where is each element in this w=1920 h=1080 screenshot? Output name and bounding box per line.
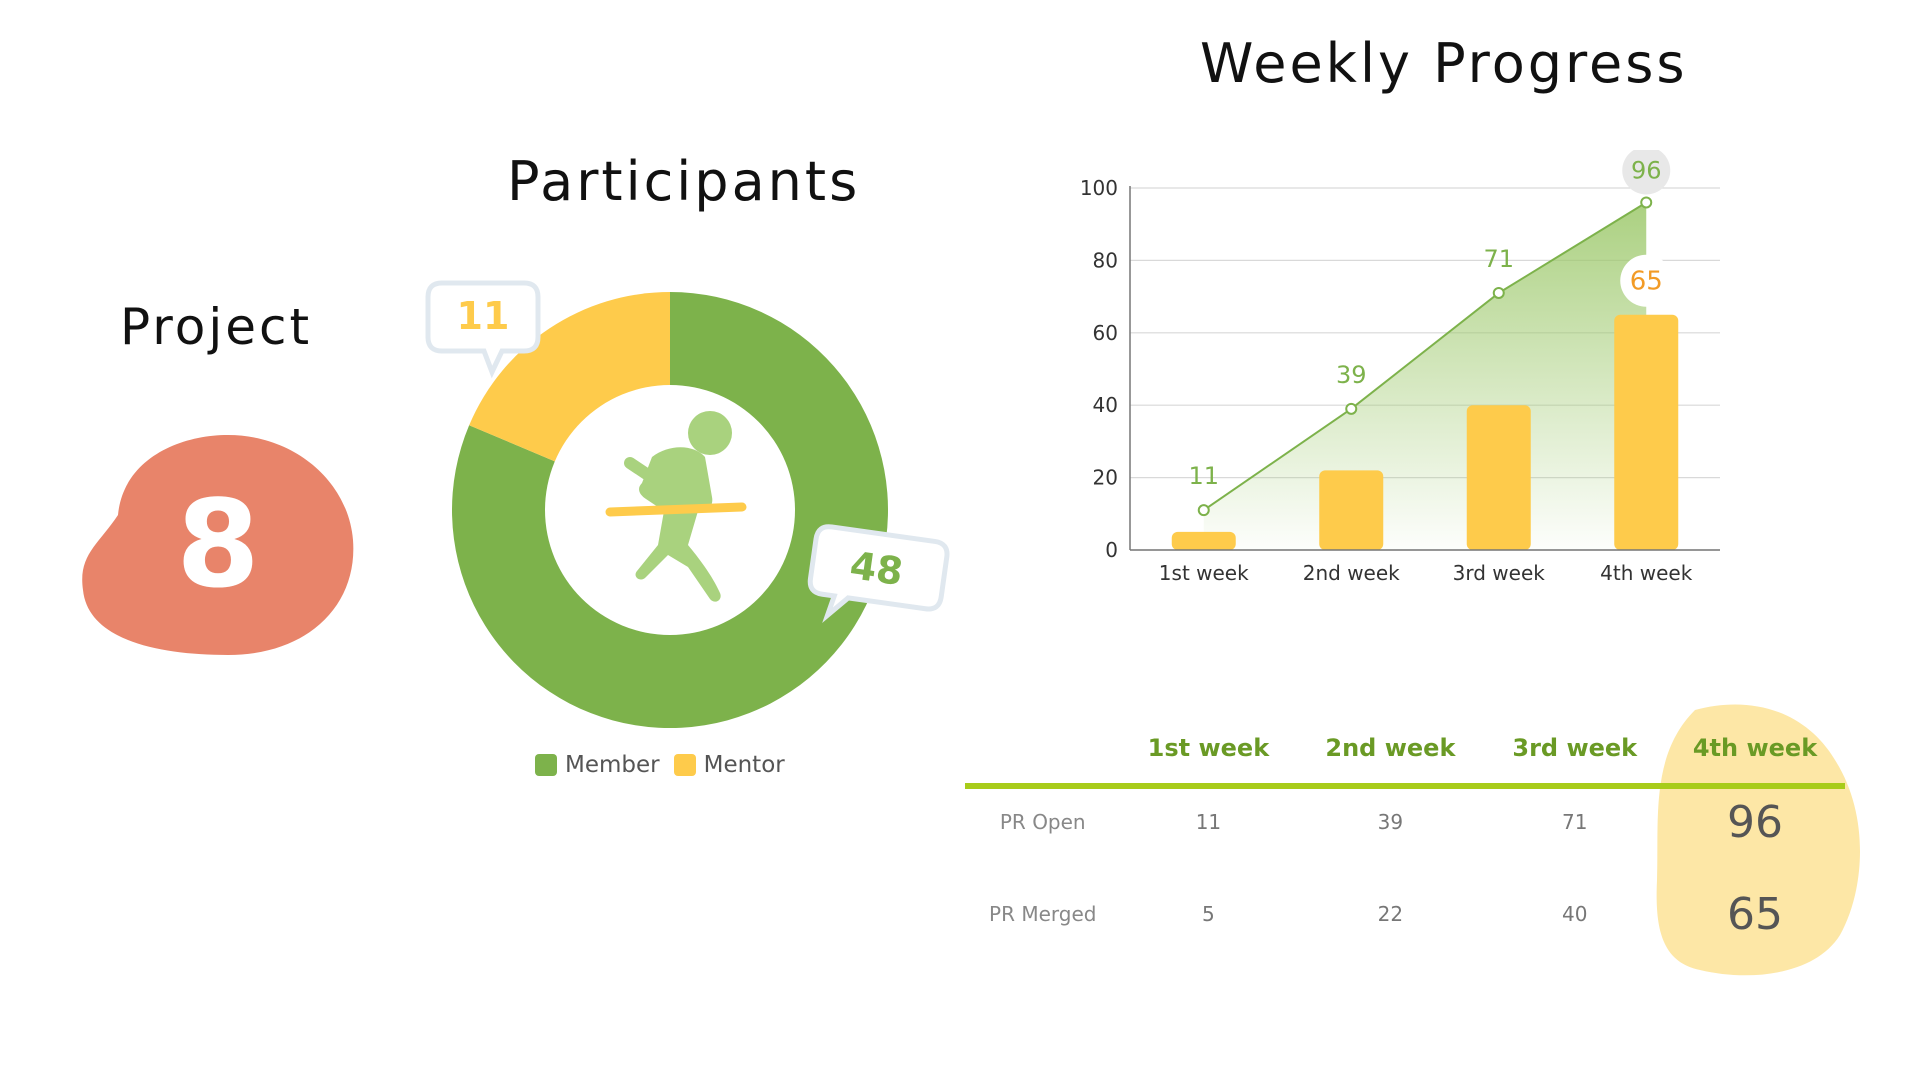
table-cell-highlight: 65 <box>1727 888 1784 940</box>
table-header-col: 2nd week <box>1325 734 1456 762</box>
legend-item-member: Member <box>535 752 660 778</box>
weekly-table: 1st week 2nd week 3rd week 4th week PR O… <box>965 704 1860 1000</box>
bar-pr-merged <box>1614 314 1679 550</box>
line-data-label: 96 <box>1631 156 1662 184</box>
table-cell: 39 <box>1377 810 1404 834</box>
y-tick-label: 100 <box>1080 176 1118 200</box>
line-point <box>1640 196 1653 209</box>
table-header-col: 1st week <box>1147 734 1270 762</box>
row-label: PR Merged <box>989 902 1097 926</box>
bar-pr-merged <box>1466 405 1531 550</box>
y-tick-label: 80 <box>1093 248 1118 272</box>
line-point <box>1492 286 1505 299</box>
bar-pr-merged <box>1171 531 1236 550</box>
mentor-callout: 11 <box>425 280 541 379</box>
table-cell: 5 <box>1202 902 1215 926</box>
y-tick-label: 0 <box>1105 538 1118 562</box>
table-cell: 22 <box>1377 902 1404 926</box>
member-callout: 48 <box>807 524 950 623</box>
donut-legend: Member Mentor <box>535 752 785 778</box>
runner-finish-icon <box>605 411 747 602</box>
line-label-badge <box>1622 150 1671 195</box>
project-blob <box>82 435 354 655</box>
weekly-progress-title: Weekly Progress <box>1200 32 1688 95</box>
x-tick-label: 3rd week <box>1453 561 1546 585</box>
member-data-label: 48 <box>847 543 905 594</box>
highlight-blob <box>1656 704 1860 976</box>
bar-label-badge <box>1620 254 1673 307</box>
table-header-row: 1st week 2nd week 3rd week 4th week <box>965 720 1845 776</box>
table-cell: 40 <box>1562 902 1588 926</box>
line-point <box>1345 402 1358 415</box>
table-cell: 71 <box>1562 810 1588 834</box>
table-header-col: 3rd week <box>1512 734 1638 762</box>
bar-data-label: 65 <box>1630 267 1663 297</box>
table-header-rule <box>965 783 1845 789</box>
pr-open-area <box>1203 202 1647 551</box>
weekly-progress-chart: 0 20 40 60 80 100 11 39 71 96 65 1st week 2nd week… <box>1080 150 1720 585</box>
participants-donut-chart: 11 48 <box>425 280 950 728</box>
mentor-data-label: 11 <box>457 294 510 338</box>
line-data-label: 11 <box>1188 462 1219 490</box>
table-row: PR Merged 5 22 40 65 <box>965 868 1845 960</box>
x-tick-label: 1st week <box>1159 561 1249 585</box>
legend-swatch-mentor <box>673 754 696 776</box>
y-tick-label: 20 <box>1093 466 1118 490</box>
table-row: PR Open 11 39 71 96 <box>965 776 1845 868</box>
bar-pr-merged <box>1319 470 1384 550</box>
table-cell-highlight: 96 <box>1727 796 1784 848</box>
project-title: Project <box>120 298 313 356</box>
table-cell: 11 <box>1195 810 1222 834</box>
row-label: PR Open <box>999 810 1086 834</box>
participants-title: Participants <box>507 150 861 213</box>
line-point <box>1197 504 1210 517</box>
project-count: 8 <box>176 475 260 615</box>
pr-table: 1st week 2nd week 3rd week 4th week PR O… <box>965 720 1845 960</box>
line-data-label: 39 <box>1336 361 1367 389</box>
line-data-label: 71 <box>1483 245 1514 273</box>
legend-label-mentor: Mentor <box>703 752 785 778</box>
x-tick-label: 4th week <box>1600 561 1693 585</box>
y-tick-label: 60 <box>1093 321 1118 345</box>
x-tick-label: 2nd week <box>1303 561 1400 585</box>
y-tick-label: 40 <box>1093 393 1118 417</box>
table-header-blank <box>965 720 1121 776</box>
table-header-col: 4th week <box>1692 734 1818 762</box>
legend-label-member: Member <box>565 752 660 778</box>
pr-open-line <box>1203 201 1647 512</box>
legend-swatch-member <box>535 754 557 776</box>
legend-item-mentor: Mentor <box>673 752 785 778</box>
